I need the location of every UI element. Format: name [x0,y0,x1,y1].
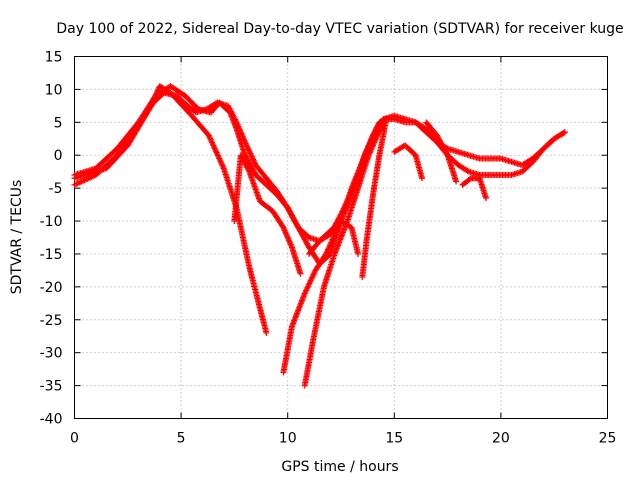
data-point [382,119,389,126]
data-point [245,167,252,174]
data-point [374,132,381,139]
series-arc-2 [71,83,568,244]
series-arc-1 [71,83,270,336]
x-tick-label: 10 [279,431,297,447]
y-tick-label: 5 [54,115,63,131]
x-tick-label: 0 [70,431,79,447]
data-point [375,129,382,136]
data-point [355,250,362,257]
series-arc-8 [306,218,362,257]
data-point [466,176,473,183]
chart-title: Day 100 of 2022, Sidereal Day-to-day VTE… [56,21,623,37]
x-tick-label: 20 [492,431,510,447]
data-point [464,167,471,174]
data-point [453,178,460,185]
data-point [297,270,304,277]
data-point [560,130,567,137]
x-tick-label: 15 [385,431,403,447]
data-point [374,131,381,138]
y-tick-label: -15 [40,247,63,263]
x-axis: 0 5 10 15 20 25 [70,56,617,447]
series-arc-9 [391,142,426,182]
series-arc-10 [423,119,460,185]
y-tick-label: -40 [40,412,63,428]
x-axis-label: GPS time / hours [281,459,398,475]
y-tick-label: -10 [40,214,63,230]
y-tick-label: -25 [40,313,63,329]
series-arc-11 [459,175,489,202]
data-point [263,329,270,336]
series-arc-7 [231,152,304,277]
y-tick-label: 10 [45,82,63,98]
y-tick-label: -35 [40,379,63,395]
data-marks [71,83,568,389]
plot-frame [74,56,608,419]
series-arc-6 [359,119,389,280]
y-tick-label: 0 [54,148,63,164]
y-tick-label: -20 [40,280,63,296]
x-tick-label: 25 [599,431,617,447]
y-axis-label: SDTVAR / TECUs [9,180,25,295]
data-point [561,129,568,136]
data-point [419,175,426,182]
y-tick-label: -30 [40,346,63,362]
x-tick-label: 5 [177,431,186,447]
data-point [482,195,489,202]
data-point [443,150,450,157]
y-tick-label: -5 [49,181,63,197]
y-tick-label: 15 [45,50,63,66]
data-point [232,117,239,124]
y-axis: -40 -35 -30 -25 -20 -15 -10 -5 0 5 10 15 [40,50,608,428]
